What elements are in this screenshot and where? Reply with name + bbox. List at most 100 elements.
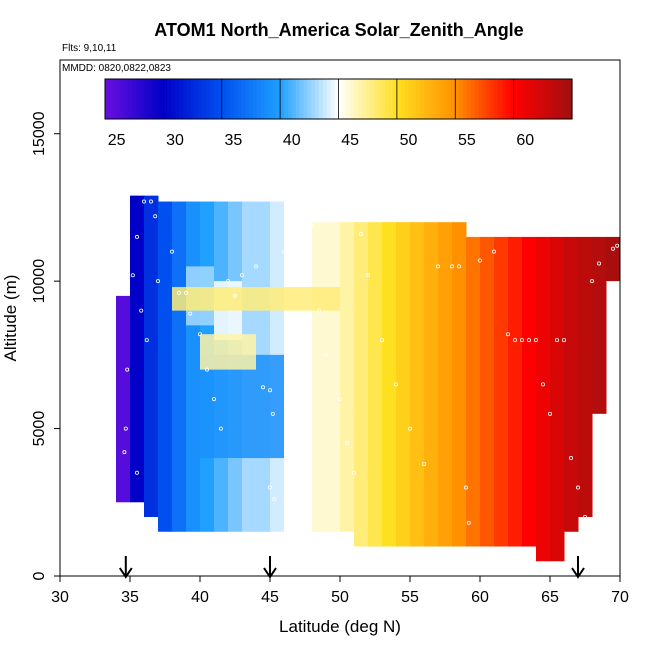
colorbar-segment (330, 79, 336, 119)
flight-point (463, 485, 468, 490)
flight-point (270, 411, 275, 416)
heatmap-cell (298, 201, 313, 532)
down-arrow-icon (263, 556, 277, 579)
colorbar-segment (194, 79, 199, 119)
colorbar-segment (151, 79, 157, 119)
colorbar-segment (120, 79, 126, 119)
colorbar-segment (260, 79, 266, 119)
chart-title: ATOM1 North_America Solar_Zenith_Angle (154, 20, 523, 40)
flight-point (615, 243, 620, 248)
colorbar-tick-label: 60 (516, 132, 534, 149)
x-tick-label: 60 (471, 589, 489, 606)
flight-point (309, 223, 314, 228)
colorbar-segment (342, 79, 347, 119)
colorbar-segment (284, 79, 289, 119)
flight-point (153, 214, 158, 219)
colorbar-segment (291, 79, 297, 119)
flight-point (449, 264, 454, 269)
colorbar-segment (412, 79, 417, 119)
colorbar-segment (252, 79, 258, 119)
colorbar-segment (217, 79, 223, 119)
colorbar-segment (136, 79, 141, 119)
flight-point (590, 279, 595, 284)
flight-point (139, 308, 144, 313)
flight-point (176, 290, 181, 295)
flight-point (562, 338, 567, 343)
colorbar-segment (357, 79, 363, 119)
colorbar-segment (112, 79, 118, 119)
flight-point (323, 352, 328, 357)
colorbar-tick-label: 40 (283, 132, 301, 149)
heatmap-cell (382, 222, 397, 547)
flight-point (253, 264, 258, 269)
date-note: MMDD: 0820,0822,0823 (62, 63, 171, 74)
colorbar-segment (147, 79, 153, 119)
colorbar-segment (439, 79, 445, 119)
colorbar-tick-label: 55 (458, 132, 476, 149)
flight-point (407, 426, 412, 431)
colorbar-segment (167, 79, 172, 119)
y-axis: 0 5000 10000 15000 (31, 111, 60, 580)
colorbar-segment (455, 79, 460, 119)
colorbar-segment (408, 79, 414, 119)
heatmap-cell (452, 222, 467, 547)
flight-point (141, 199, 146, 204)
flight-point (576, 485, 581, 490)
flights-note: Flts: 9,10,11 (62, 43, 117, 54)
colorbar-segment (564, 79, 569, 119)
colorbar-segment (470, 79, 476, 119)
colorbar-segment (424, 79, 429, 119)
colorbar: 25 30 35 40 45 50 55 60 (104, 78, 573, 149)
flight-point (260, 385, 265, 390)
flight-point (597, 261, 602, 266)
x-tick-label: 70 (611, 589, 629, 606)
colorbar-segment (159, 79, 164, 119)
flight-point (225, 279, 230, 284)
colorbar-segment (478, 79, 484, 119)
colorbar-segment (276, 79, 281, 119)
colorbar-segment (552, 79, 558, 119)
colorbar-segment (182, 79, 188, 119)
heatmap-cell (438, 222, 453, 547)
heatmap-cell (550, 236, 565, 562)
y-tick-label: 15000 (31, 111, 48, 156)
heatmap-cell (312, 222, 327, 532)
heatmap-cells (116, 195, 621, 562)
colorbar-segment (116, 79, 122, 119)
colorbar-segment (105, 79, 110, 119)
flight-point (365, 273, 370, 278)
colorbar-segment (568, 79, 573, 119)
flight-point (541, 382, 546, 387)
flight-point (466, 520, 471, 525)
colorbar-segment (229, 79, 235, 119)
heatmap-cell (158, 201, 173, 532)
colorbar-tick-label: 30 (166, 132, 184, 149)
colorbar-segment (525, 79, 530, 119)
colorbar-segment (315, 79, 320, 119)
flight-point (204, 367, 209, 372)
flight-point (344, 441, 349, 446)
flight-point (351, 470, 356, 475)
heatmap-cell (368, 222, 383, 547)
flight-point (302, 223, 307, 228)
x-tick-label: 55 (401, 589, 419, 606)
flight-point (239, 273, 244, 278)
heatmap-cell (592, 236, 607, 414)
flight-point (393, 382, 398, 387)
heatmap-cell (172, 201, 187, 532)
colorbar-segment (420, 79, 425, 119)
colorbar-segment (536, 79, 542, 119)
flight-point (534, 338, 539, 343)
colorbar-segment (175, 79, 180, 119)
flight-point (183, 290, 188, 295)
heatmap-cell (466, 236, 481, 547)
flight-point (125, 367, 130, 372)
heatmap-cell (200, 354, 284, 459)
colorbar-segment (365, 79, 371, 119)
flight-point (548, 411, 553, 416)
flight-point (197, 332, 202, 337)
colorbar-segment (350, 79, 355, 119)
colorbar-segment (544, 79, 550, 119)
heatmap-cell (200, 334, 256, 370)
colorbar-segment (443, 79, 449, 119)
